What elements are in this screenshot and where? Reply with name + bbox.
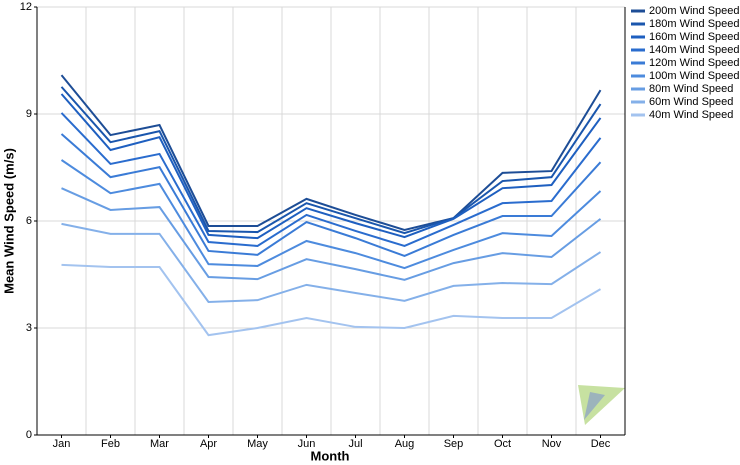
x-tick-label: Sep — [444, 438, 464, 450]
series-line — [60, 74, 602, 231]
y-tick-label: 0 — [26, 429, 32, 441]
x-tick-label: Aug — [395, 438, 415, 450]
x-tick-label: May — [247, 438, 268, 450]
y-tick-label: 12 — [20, 1, 32, 13]
legend-label: 120m Wind Speed — [649, 57, 740, 69]
legend-label: 140m Wind Speed — [649, 44, 740, 56]
series-line — [60, 112, 602, 248]
legend-label: 100m Wind Speed — [649, 70, 740, 82]
y-axis-label: Mean Wind Speed (m/s) — [1, 148, 16, 294]
legend-label: 200m Wind Speed — [649, 5, 740, 17]
x-tick-label: Mar — [150, 438, 169, 450]
x-tick-label: Jul — [348, 438, 362, 450]
x-tick-label: Jan — [53, 438, 71, 450]
x-tick-label: Feb — [101, 438, 120, 450]
series-line — [60, 93, 602, 240]
x-tick-label: Nov — [542, 438, 562, 450]
series-line — [60, 159, 602, 270]
y-tick-label: 3 — [26, 322, 32, 334]
legend-label: 60m Wind Speed — [649, 96, 733, 108]
x-axis-label: Month — [311, 448, 350, 463]
x-tick-label: Jun — [298, 438, 316, 450]
y-tick-label: 9 — [26, 108, 32, 120]
legend-label: 40m Wind Speed — [649, 109, 733, 121]
x-tick-label: Dec — [591, 438, 611, 450]
series-line — [60, 133, 602, 258]
logo — [578, 385, 625, 425]
legend-label: 180m Wind Speed — [649, 18, 740, 30]
series-line — [61, 187, 602, 281]
y-tick-label: 6 — [26, 215, 32, 227]
legend-label: 80m Wind Speed — [649, 83, 733, 95]
x-tick-label: Apr — [200, 438, 217, 450]
x-tick-label: Oct — [494, 438, 511, 450]
series-line — [60, 86, 602, 235]
series-line — [61, 263, 602, 337]
legend-label: 160m Wind Speed — [649, 31, 740, 43]
series-line — [61, 222, 602, 303]
